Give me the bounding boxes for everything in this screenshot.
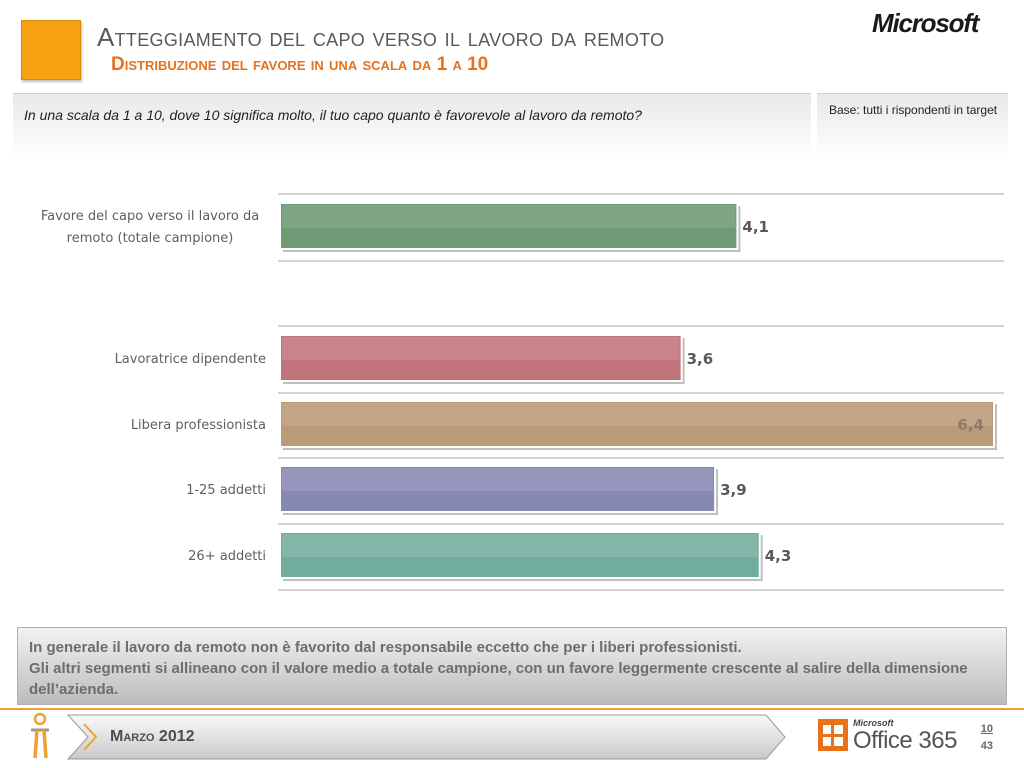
bar-highlight (282, 337, 680, 360)
data-label: 3,6 (687, 350, 714, 368)
category-label: 1-25 addetti (186, 483, 266, 498)
conclusion-text: In generale il lavoro da remoto non è fa… (29, 637, 996, 700)
base-panel: Base: tutti i rispondenti in target (817, 93, 1008, 160)
data-label: 4,3 (765, 547, 792, 565)
bar-highlight (282, 403, 992, 426)
conclusion-line: In generale il lavoro da remoto non è fa… (29, 639, 742, 656)
person-icon (31, 712, 49, 759)
category-label: remoto (totale campione) (67, 231, 234, 246)
question-text: In una scala da 1 a 10, dove 10 signific… (24, 107, 642, 123)
bar-highlight (282, 205, 736, 228)
office-brand: Office 365 (853, 727, 957, 754)
bar (279, 531, 761, 579)
brand-square (21, 20, 81, 80)
bar (279, 465, 717, 513)
footer-date: Marzo 2012 (110, 728, 195, 745)
page-subtitle: Distribuzione del favore in una scala da… (111, 54, 489, 75)
category-label: Libera professionista (131, 418, 266, 433)
page-total: 43 (980, 740, 993, 752)
category-label: 26+ addetti (188, 549, 266, 564)
page-title: Atteggiamento del capo verso il lavoro d… (97, 22, 665, 52)
conclusion-panel: In generale il lavoro da remoto non è fa… (17, 627, 1007, 705)
footer-divider (0, 708, 1024, 710)
bar-highlight (282, 468, 714, 491)
base-text: Base: tutti i rispondenti in target (829, 103, 998, 117)
conclusion-line: Gli altri segmenti si allineano con il v… (29, 660, 968, 698)
category-label: Lavoratrice dipendente (115, 352, 266, 367)
microsoft-logo: Microsoft (872, 8, 979, 38)
data-label: 3,9 (720, 481, 747, 499)
data-label: 4,1 (742, 218, 769, 236)
bar (279, 400, 995, 448)
office-icon (818, 719, 848, 751)
date-ribbon (66, 714, 786, 760)
data-label: 6,4 (957, 416, 984, 434)
page-number[interactable]: 10 (980, 723, 993, 735)
bar (279, 334, 683, 382)
question-panel: In una scala da 1 a 10, dove 10 signific… (13, 93, 811, 160)
bar (279, 202, 739, 250)
category-label: Favore del capo verso il lavoro da (41, 209, 259, 224)
office-brand-small: Microsoft (853, 718, 894, 728)
bar-highlight (282, 534, 758, 557)
